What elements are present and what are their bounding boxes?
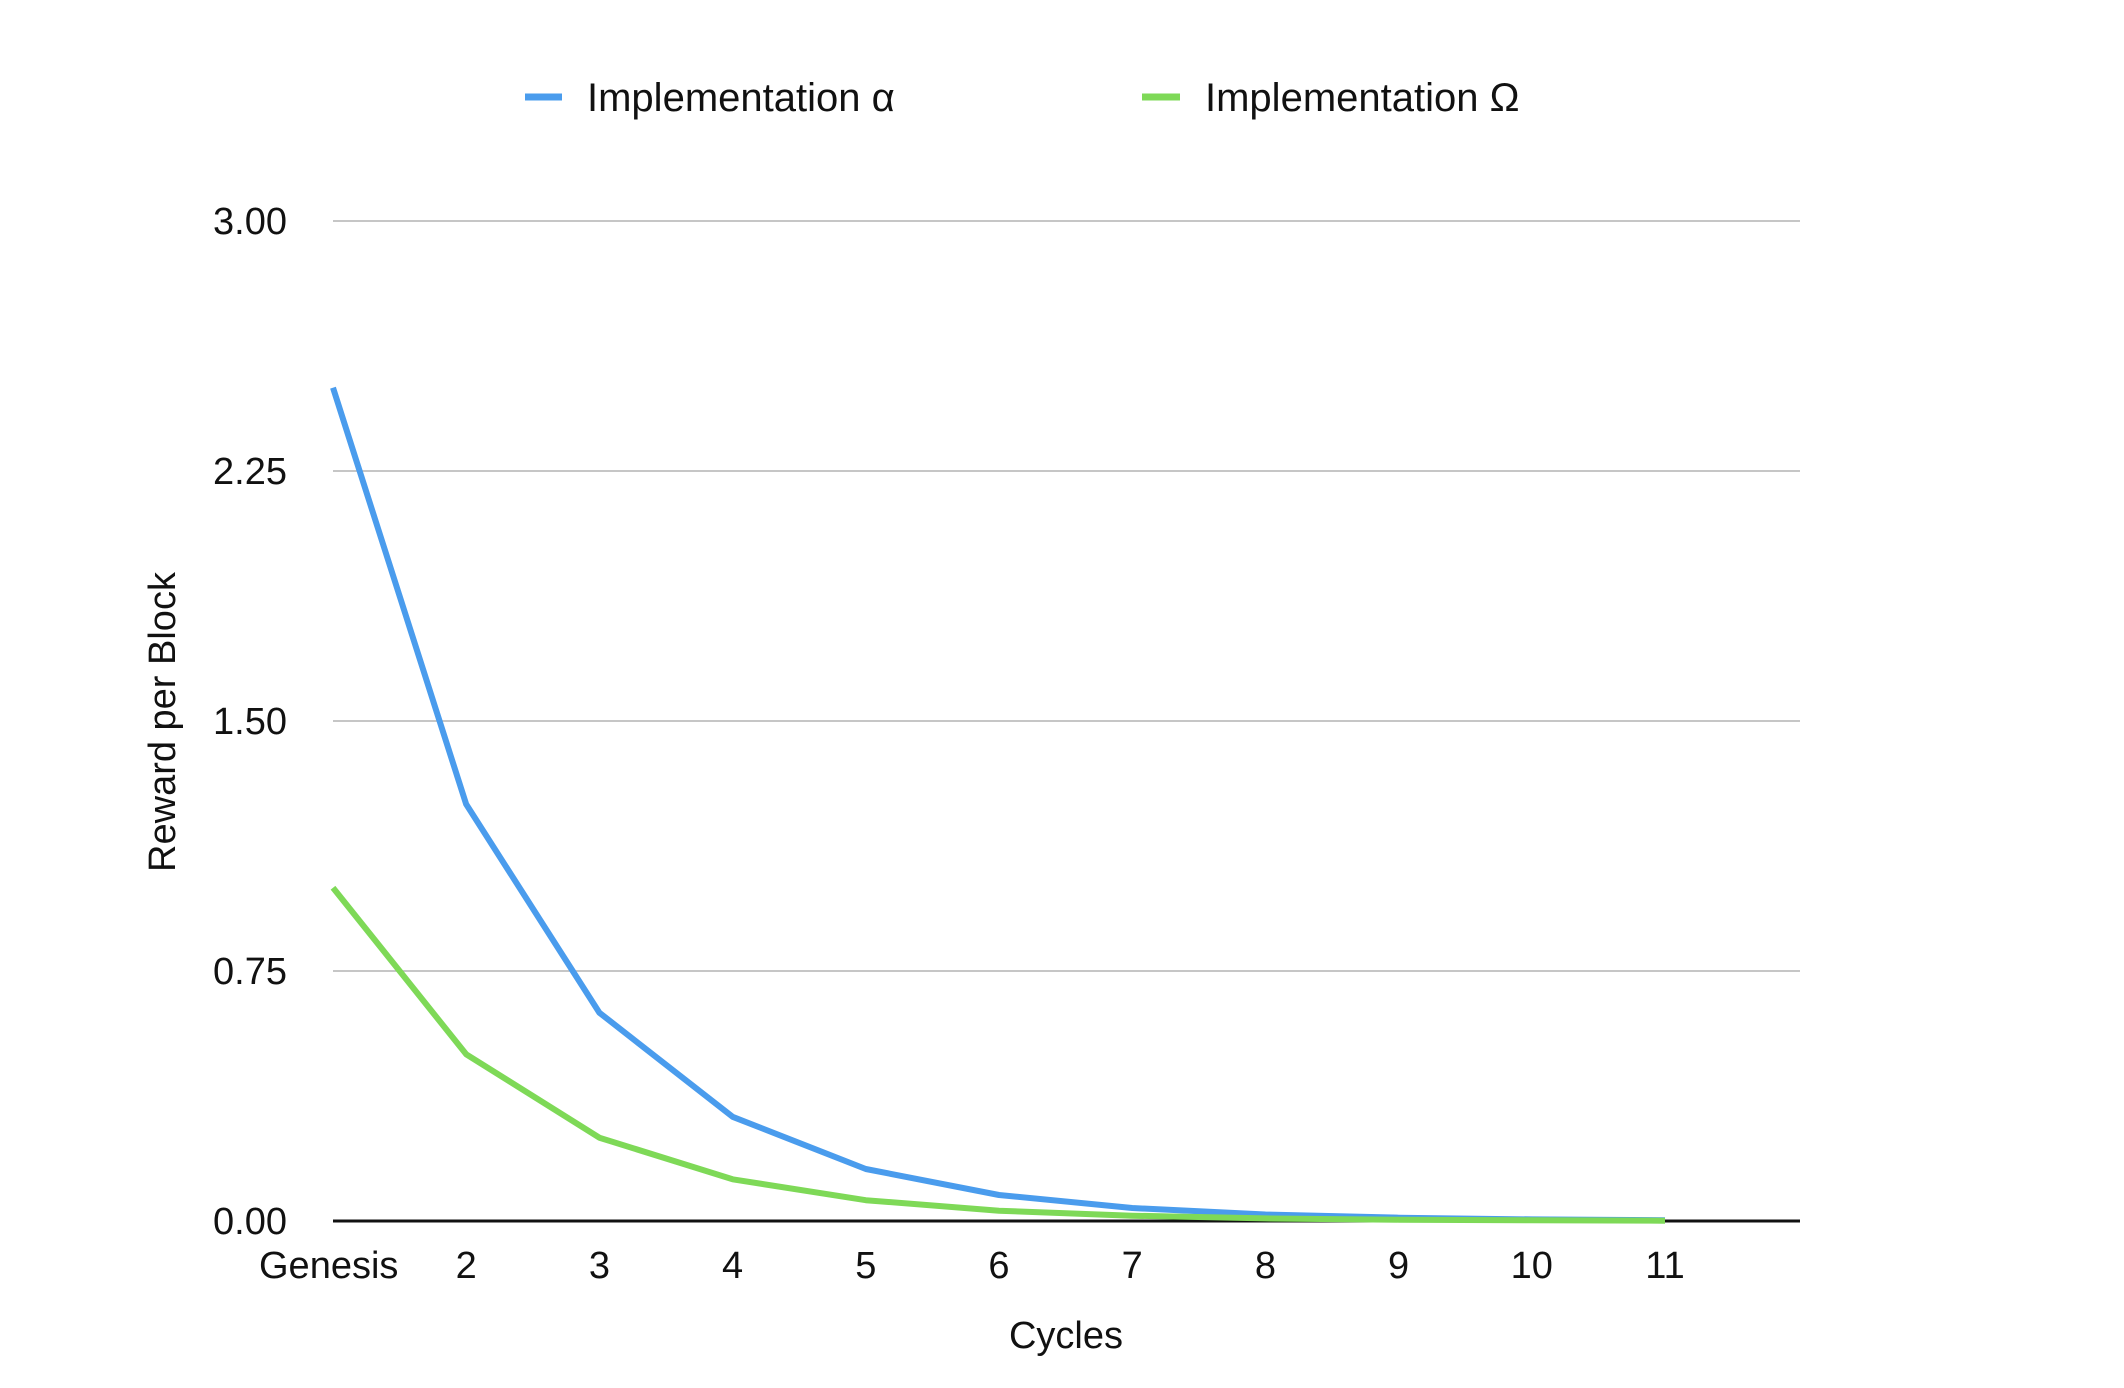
x-tick-label: 2 (456, 1245, 477, 1287)
y-axis-tick-labels: 0.00 0.75 1.50 2.25 3.00 (213, 201, 287, 1243)
x-tick-label: 5 (855, 1245, 876, 1287)
x-tick-label: 7 (1122, 1245, 1143, 1287)
x-tick-label: Genesis (259, 1245, 398, 1287)
legend-label-implementation-alpha: Implementation α (587, 76, 895, 120)
y-tick-label: 0.00 (213, 1201, 287, 1243)
x-tick-label: 6 (988, 1245, 1009, 1287)
y-tick-label: 1.50 (213, 701, 287, 743)
chart-legend: Implementation α Implementation Ω (525, 76, 1520, 120)
y-tick-label: 3.00 (213, 201, 287, 243)
x-tick-label: 4 (722, 1245, 743, 1287)
series-line (330, 885, 1666, 1224)
x-tick-label: 3 (589, 1245, 610, 1287)
x-tick-label: 8 (1255, 1245, 1276, 1287)
x-tick-label: 11 (1645, 1245, 1684, 1287)
x-tick-label: 9 (1388, 1245, 1409, 1287)
y-tick-label: 2.25 (213, 451, 287, 493)
series-lines (330, 386, 1666, 1224)
x-tick-label: 10 (1511, 1245, 1553, 1287)
legend-label-implementation-omega: Implementation Ω (1205, 76, 1520, 120)
x-axis-tick-labels: Genesis 2 3 4 5 6 7 8 9 10 11 (259, 1245, 1685, 1287)
y-axis-title: Reward per Block (142, 571, 184, 872)
x-axis-title: Cycles (1009, 1315, 1123, 1357)
gridlines (333, 220, 1800, 972)
y-tick-label: 0.75 (213, 951, 287, 993)
